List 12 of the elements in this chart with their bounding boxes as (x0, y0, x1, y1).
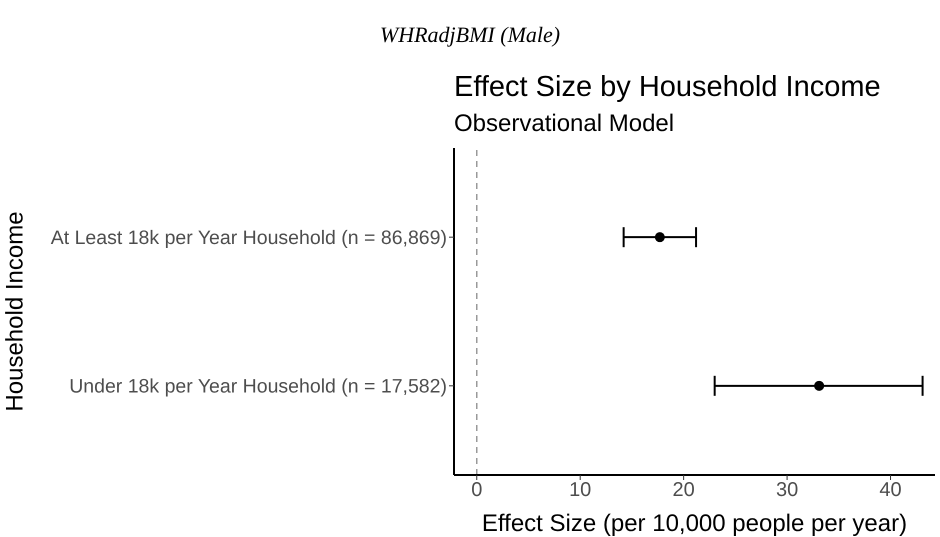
x-tick-label: 40 (879, 479, 902, 502)
y-axis-title: Household Income (2, 211, 29, 412)
x-tick-label: 20 (672, 479, 695, 502)
y-tick-label: Under 18k per Year Household (n = 17,582) (69, 376, 447, 398)
x-tick-label: 0 (471, 479, 482, 502)
y-tick-label: At Least 18k per Year Household (n = 86,869) (50, 227, 447, 250)
text: WHRadjBMI (Male) (378, 22, 562, 48)
chart-title: Effect Size by Household Income (454, 71, 881, 104)
chart-subtitle: Observational Model (454, 110, 674, 138)
x-tick-label: 10 (569, 479, 592, 502)
x-tick-label: 30 (776, 479, 798, 502)
x-axis-title: Effect Size (per 10,000 people per year) (482, 510, 908, 537)
